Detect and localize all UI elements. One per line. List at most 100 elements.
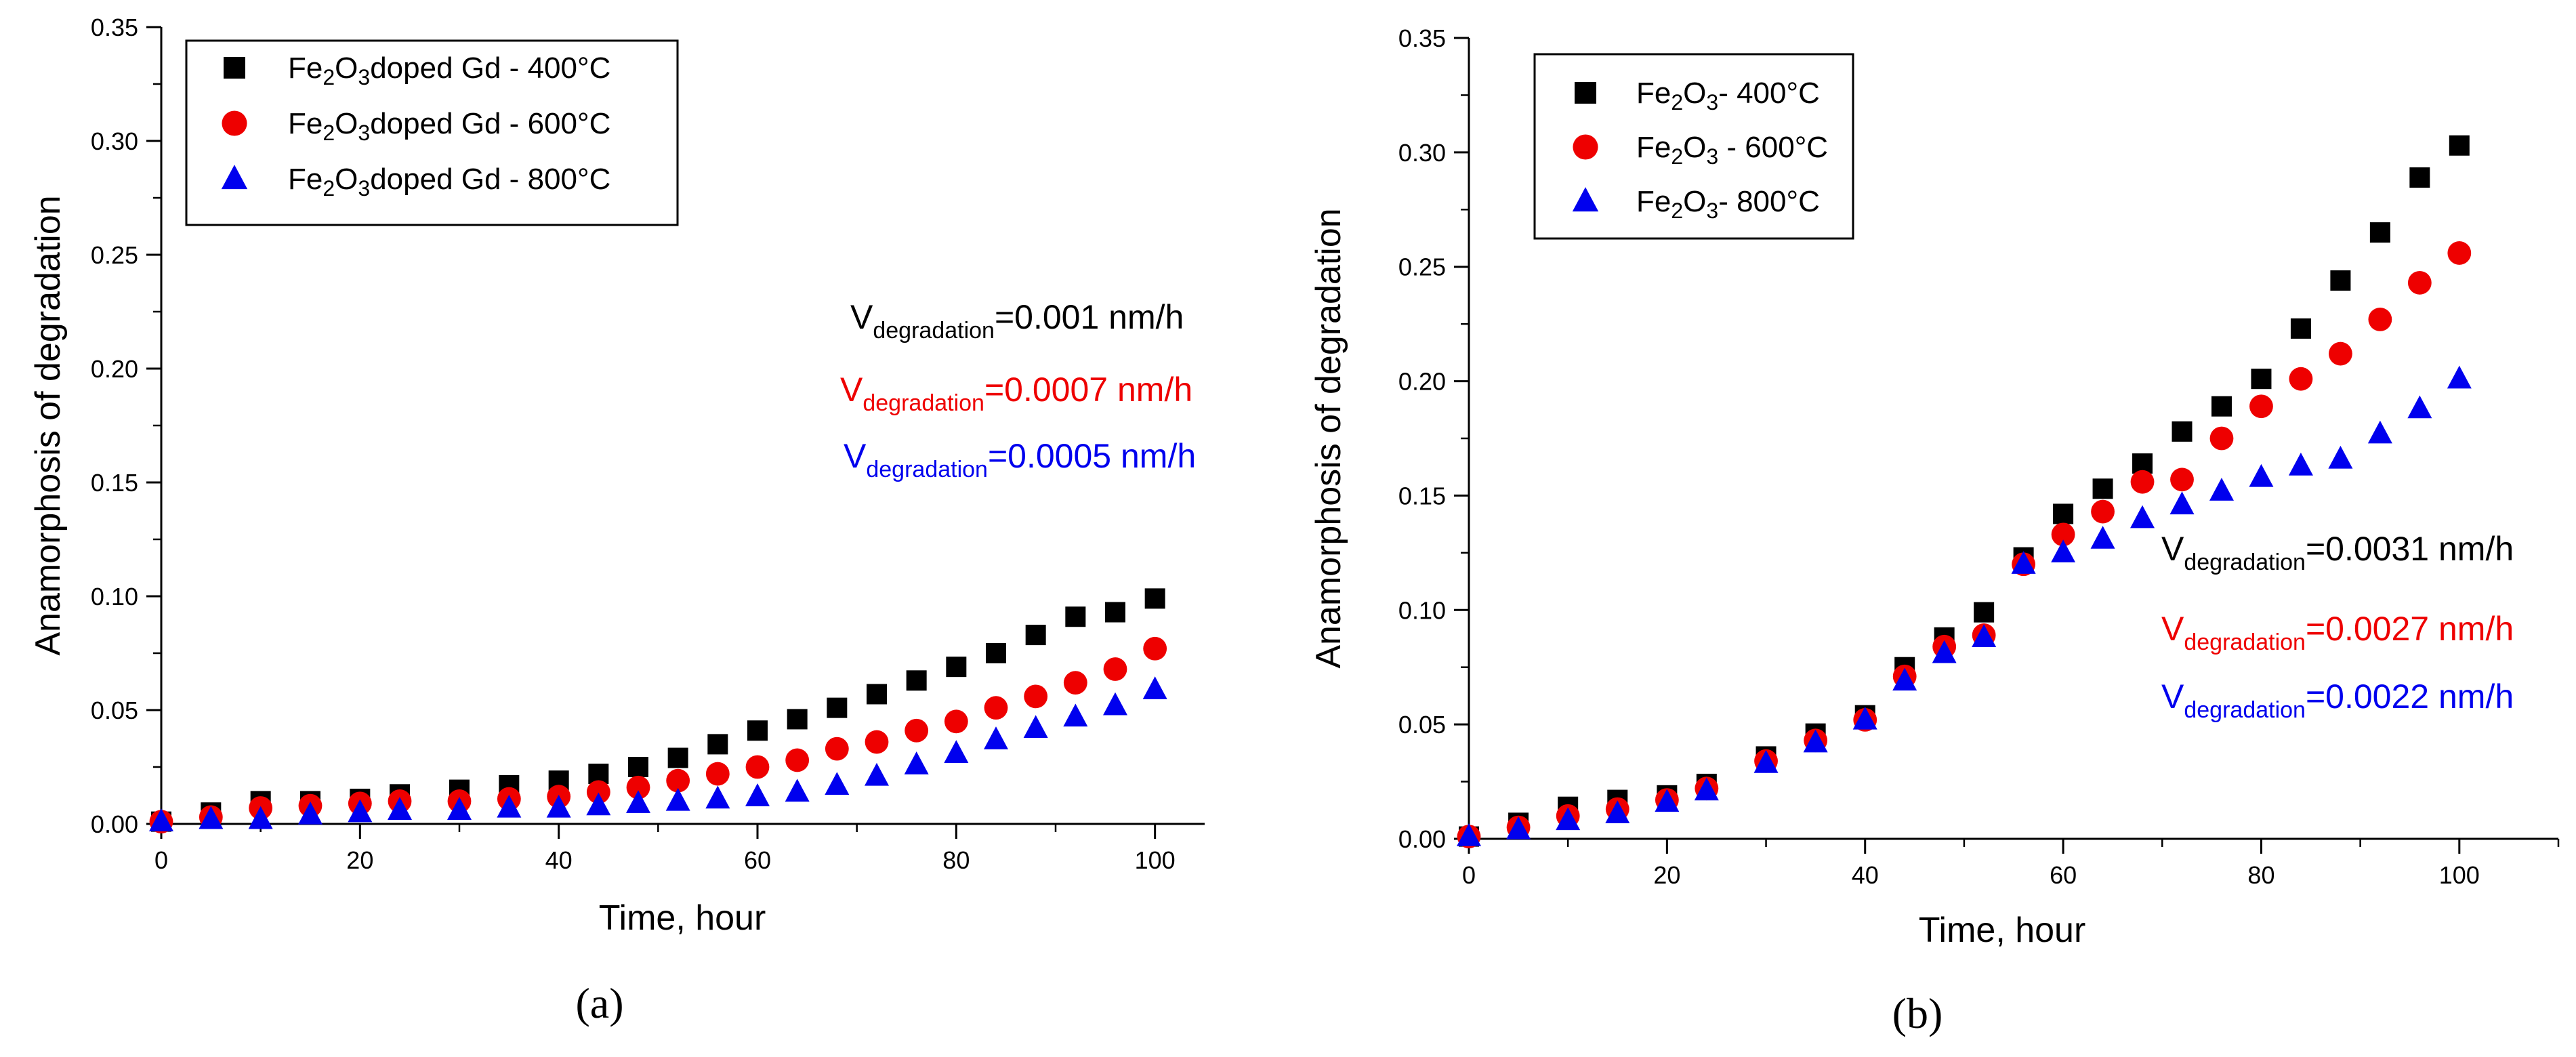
series-triangle [1457,365,2472,846]
legend-marker [221,165,248,190]
data-point [2409,167,2430,188]
annotation-subscript: degradation [2184,697,2306,723]
data-point [944,709,968,734]
data-point [2447,365,2472,389]
data-point [787,709,808,730]
annotation-subscript: degradation [873,318,995,344]
annotation-subscript: degradation [2184,629,2306,655]
legend-text-part: O [335,163,358,196]
y-tick-label: 0.10 [1398,596,1446,624]
legend-subscript: 2 [1671,90,1683,115]
legend-subscript: 3 [358,121,370,145]
data-point [905,718,929,743]
degradation-rate-annotation: Vdegradation=0.001 nm/h [850,298,1184,344]
data-point [1025,625,1046,646]
data-point [865,762,889,786]
data-point [388,797,412,821]
annotation-prefix: V [2161,610,2184,648]
legend-text-part: O [1683,77,1706,110]
x-tick-label: 0 [154,846,168,874]
x-tick-label: 60 [2050,861,2077,889]
data-point [865,730,889,754]
data-point [298,802,323,825]
data-point [1892,667,1917,691]
data-point [666,768,690,793]
annotation-subscript: degradation [866,457,988,482]
annotation-value: =0.001 nm/h [995,298,1184,336]
data-point [1103,692,1127,716]
data-point [1457,823,1481,846]
data-point [1144,588,1165,609]
data-point [1852,706,1877,730]
data-point [497,794,522,818]
data-point [2209,478,2234,501]
data-point [705,785,730,809]
data-point [1065,606,1086,627]
data-point [2091,499,2115,524]
data-point [2447,241,2472,265]
y-tick-label: 0.00 [1398,825,1446,853]
x-tick-label: 60 [744,846,771,874]
data-point [1105,602,1125,623]
legend-entry: Fe2O3 - 600°C [1636,131,1828,169]
x-tick-label: 100 [2439,861,2480,889]
legend-marker [224,57,245,79]
data-point [904,751,929,774]
data-point [1103,657,1127,681]
x-tick-label: 0 [1462,861,1476,889]
data-point [1655,789,1680,812]
legend-subscript: 3 [1706,90,1718,115]
data-point [2330,270,2351,291]
data-point [2328,445,2353,469]
legend-text-part: Fe [1636,185,1671,218]
legend-text-part: - 400°C [1718,77,1820,110]
data-point [586,792,611,816]
data-point [2407,395,2432,419]
data-point [825,737,849,761]
data-point [626,775,650,800]
legend-subscript: 2 [1671,144,1683,169]
annotation-prefix: V [2161,678,2184,716]
legend-subscript: 3 [358,176,370,201]
data-point [2172,421,2193,442]
data-point [2249,394,2273,419]
data-point [2011,551,2036,574]
y-tick-label: 0.30 [1398,139,1446,167]
data-point [1023,715,1048,739]
x-tick-label: 40 [545,846,573,874]
legend-text-part: Fe [1636,131,1671,164]
data-point [199,806,224,829]
annotation-prefix: V [2161,530,2184,568]
data-point [827,697,848,718]
annotation-subscript: degradation [863,390,984,416]
data-point [586,780,610,804]
y-tick-label: 0.25 [91,241,138,269]
legend-entry: Fe2O3doped Gd - 800°C [288,163,610,201]
y-tick-label: 0.35 [91,14,138,41]
x-tick-label: 80 [942,846,970,874]
y-tick-label: 0.20 [91,355,138,383]
series-triangle [149,676,1167,831]
y-tick-label: 0.35 [1398,24,1446,52]
legend-marker [1573,134,1598,160]
degradation-rate-annotation: Vdegradation=0.0007 nm/h [840,371,1192,416]
annotation-value: =0.0005 nm/h [988,437,1196,475]
data-point [867,684,887,705]
annotation-prefix: V [850,298,873,336]
data-point [1932,640,1957,663]
legend-subscript: 3 [1706,144,1718,169]
legend-subscript: 2 [1671,199,1683,223]
data-point [2169,491,2195,515]
annotation-value: =0.0022 nm/h [2306,678,2514,716]
chart-panel-a: 0 20 40 60 80 100 0.00 0.05 0.10 0.15 0.20 0.25 0.30… [28,14,1205,1027]
data-point [747,720,768,741]
x-axis-label: Time, hour [1919,911,2086,950]
data-point [946,657,967,678]
y-tick-label: 0.00 [91,810,138,838]
data-point [2170,468,2194,492]
y-tick-label: 0.30 [91,127,138,155]
data-point [2288,452,2313,476]
x-tick-label: 20 [1653,861,1680,889]
data-point [2368,307,2392,331]
